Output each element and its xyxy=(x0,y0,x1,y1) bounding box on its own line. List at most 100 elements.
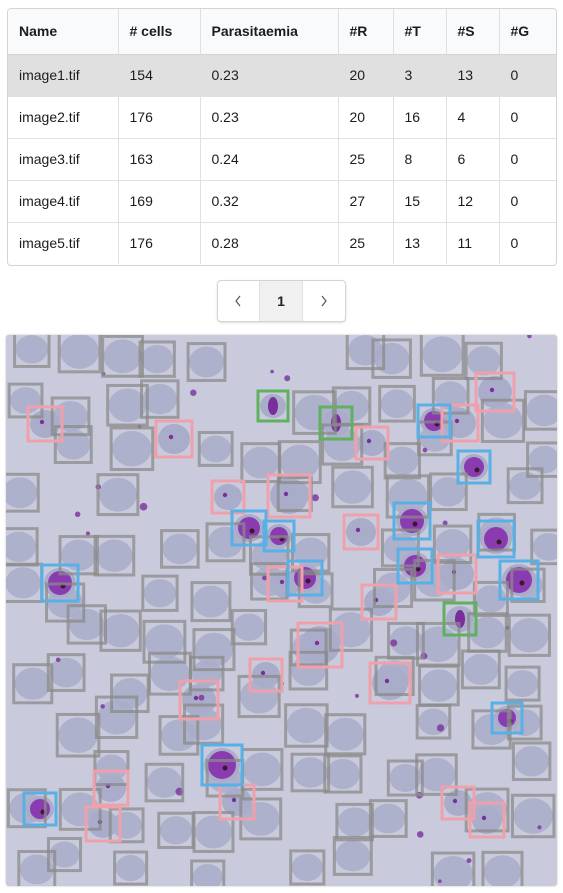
ring-box[interactable] xyxy=(354,425,390,461)
ring-box[interactable] xyxy=(440,403,480,443)
uninfected-cell-box[interactable] xyxy=(205,522,246,563)
uninfected-cell-box[interactable] xyxy=(197,430,234,467)
uninfected-cell-box[interactable] xyxy=(50,396,91,437)
uninfected-cell-box[interactable] xyxy=(93,750,130,787)
ring-box[interactable] xyxy=(248,657,284,693)
trophozoite-box[interactable] xyxy=(476,519,516,559)
uninfected-cell-box[interactable] xyxy=(99,609,142,652)
ring-box[interactable] xyxy=(178,679,220,721)
blood-smear-image-viewer[interactable] xyxy=(6,335,557,886)
uninfected-cell-box[interactable] xyxy=(45,582,86,623)
uninfected-cell-box[interactable] xyxy=(7,382,44,419)
uninfected-cell-box[interactable] xyxy=(192,628,236,672)
gametocyte-box[interactable] xyxy=(256,389,290,423)
ring-box[interactable] xyxy=(436,553,478,595)
uninfected-cell-box[interactable] xyxy=(324,713,367,756)
uninfected-cell-box[interactable] xyxy=(142,619,187,664)
uninfected-cell-box[interactable] xyxy=(141,574,179,612)
trophozoite-box[interactable] xyxy=(456,449,492,485)
column-header-s[interactable]: #S xyxy=(445,9,499,55)
uninfected-cell-box[interactable] xyxy=(106,383,149,427)
uninfected-cell-box[interactable] xyxy=(190,859,226,886)
uninfected-cell-box[interactable] xyxy=(289,628,328,667)
ring-box[interactable] xyxy=(266,473,312,519)
uninfected-cell-box[interactable] xyxy=(160,529,200,569)
ring-box[interactable] xyxy=(360,583,398,621)
uninfected-cell-box[interactable] xyxy=(378,384,416,423)
uninfected-cell-box[interactable] xyxy=(277,440,322,485)
uninfected-cell-box[interactable] xyxy=(55,712,101,758)
uninfected-cell-box[interactable] xyxy=(6,788,47,829)
uninfected-cell-box[interactable] xyxy=(288,650,329,691)
uninfected-cell-box[interactable] xyxy=(113,850,149,886)
uninfected-cell-box[interactable] xyxy=(328,607,374,652)
trophozoite-box[interactable] xyxy=(416,403,452,439)
uninfected-cell-box[interactable] xyxy=(430,851,476,886)
uninfected-cell-box[interactable] xyxy=(94,695,139,739)
uninfected-cell-box[interactable] xyxy=(506,467,544,505)
trophozoite-box[interactable] xyxy=(498,559,540,601)
column-header-name[interactable]: Name xyxy=(8,9,118,55)
column-header-parasitaemia[interactable]: Parasitaemia xyxy=(199,9,338,55)
uninfected-cell-box[interactable] xyxy=(506,704,543,741)
uninfected-cell-box[interactable] xyxy=(237,674,281,719)
gametocyte-box[interactable] xyxy=(318,405,354,441)
uninfected-cell-box[interactable] xyxy=(511,741,552,782)
column-header-cells[interactable]: # cells xyxy=(117,9,200,55)
uninfected-cell-box[interactable] xyxy=(480,398,526,443)
uninfected-cell-box[interactable] xyxy=(415,753,458,796)
uninfected-cell-box[interactable] xyxy=(186,342,227,382)
ring-box[interactable] xyxy=(342,513,380,551)
uninfected-cell-box[interactable] xyxy=(385,474,431,519)
uninfected-cell-box[interactable] xyxy=(291,533,331,573)
uninfected-cell-box[interactable] xyxy=(93,534,136,577)
uninfected-cell-box[interactable] xyxy=(188,655,225,692)
trophozoite-box[interactable] xyxy=(262,519,296,553)
uninfected-cell-box[interactable] xyxy=(292,390,337,435)
uninfected-cell-box[interactable] xyxy=(371,338,412,379)
uninfected-cell-box[interactable] xyxy=(13,335,51,368)
column-header-t[interactable]: #T xyxy=(392,9,446,55)
uninfected-cell-box[interactable] xyxy=(523,390,557,431)
uninfected-cell-box[interactable] xyxy=(140,379,180,419)
uninfected-cell-box[interactable] xyxy=(96,473,140,517)
uninfected-cell-box[interactable] xyxy=(101,335,144,378)
uninfected-cell-box[interactable] xyxy=(526,441,557,478)
table-row[interactable]: image4.tif 169 0.32 27 15 12 0 xyxy=(8,180,556,222)
uninfected-cell-box[interactable] xyxy=(53,425,93,465)
uninfected-cell-box[interactable] xyxy=(530,528,557,566)
uninfected-cell-box[interactable] xyxy=(66,604,107,645)
uninfected-cell-box[interactable] xyxy=(504,665,541,702)
table-row[interactable]: image2.tif 176 0.23 20 16 4 0 xyxy=(8,96,556,138)
column-header-g[interactable]: #G xyxy=(498,9,556,55)
page-1-button[interactable]: 1 xyxy=(259,281,303,321)
uninfected-cell-box[interactable] xyxy=(413,559,456,602)
trophozoite-box[interactable] xyxy=(490,701,524,735)
uninfected-cell-box[interactable] xyxy=(432,524,473,564)
uninfected-cell-box[interactable] xyxy=(109,426,155,471)
uninfected-cell-box[interactable] xyxy=(345,335,386,371)
next-page-button[interactable] xyxy=(303,281,345,321)
trophozoite-box[interactable] xyxy=(230,509,268,547)
uninfected-cell-box[interactable] xyxy=(57,335,102,374)
table-row[interactable]: image5.tif 176 0.28 25 13 11 0 xyxy=(8,222,556,264)
table-row[interactable]: image3.tif 163 0.24 25 8 6 0 xyxy=(8,138,556,180)
gametocyte-box[interactable] xyxy=(442,601,478,637)
uninfected-cell-box[interactable] xyxy=(183,703,225,745)
ring-box[interactable] xyxy=(266,565,304,603)
ring-box[interactable] xyxy=(92,769,130,807)
uninfected-cell-box[interactable] xyxy=(332,835,373,876)
uninfected-cell-box[interactable] xyxy=(374,655,415,697)
uninfected-cell-box[interactable] xyxy=(507,613,551,657)
previous-page-button[interactable] xyxy=(218,281,259,321)
uninfected-cell-box[interactable] xyxy=(415,703,452,740)
uninfected-cell-box[interactable] xyxy=(6,472,40,513)
uninfected-cell-box[interactable] xyxy=(464,341,503,381)
trophozoite-box[interactable] xyxy=(396,547,434,585)
uninfected-cell-box[interactable] xyxy=(289,849,326,886)
uninfected-cell-box[interactable] xyxy=(46,653,86,692)
uninfected-cell-box[interactable] xyxy=(510,793,556,839)
uninfected-cell-box[interactable] xyxy=(460,649,501,690)
uninfected-cell-box[interactable] xyxy=(297,572,334,609)
column-header-r[interactable]: #R xyxy=(337,9,393,55)
